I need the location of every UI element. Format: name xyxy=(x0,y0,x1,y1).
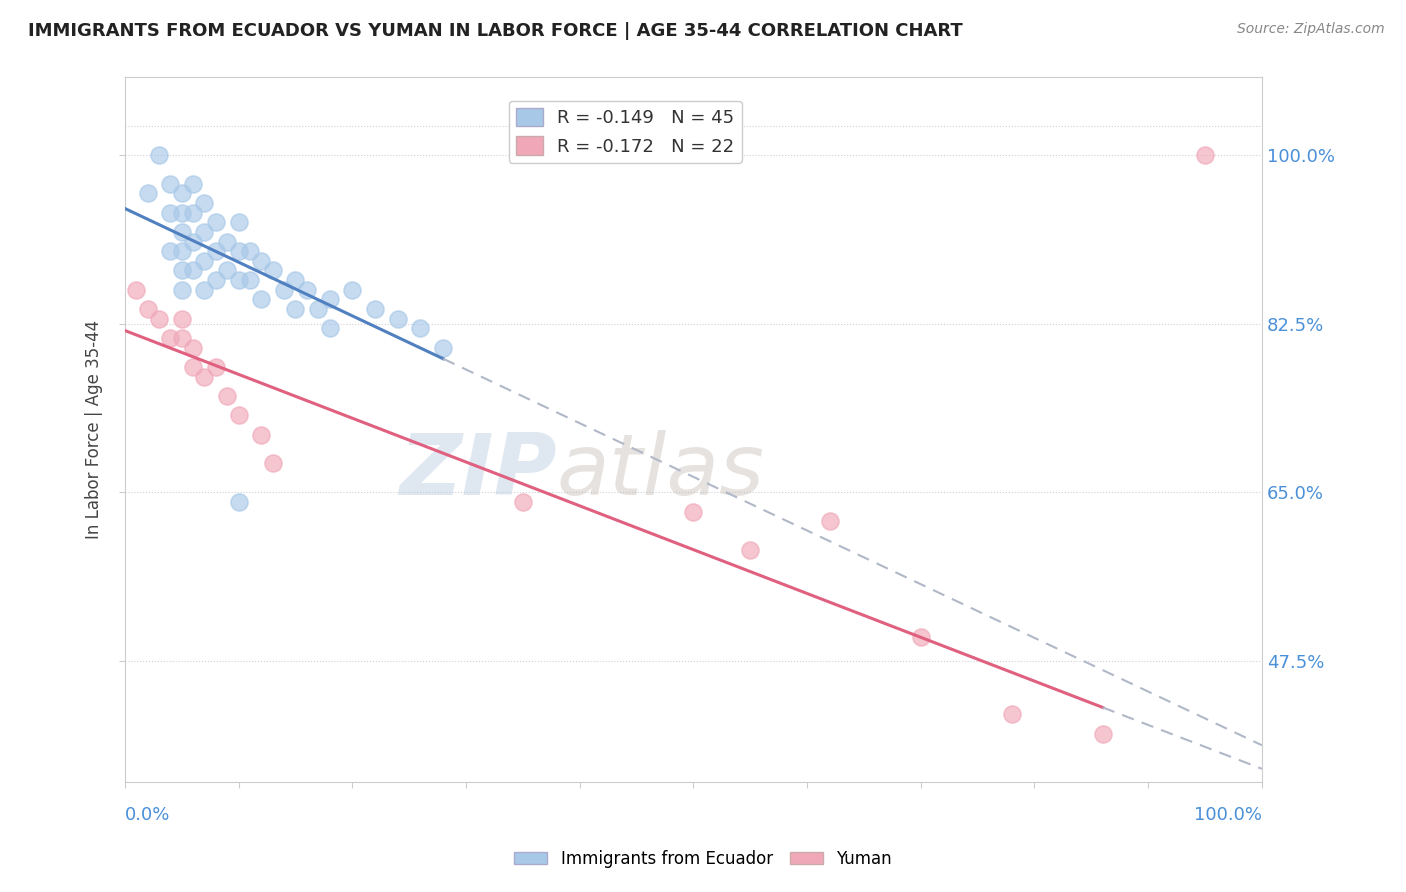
Point xyxy=(204,359,226,374)
Point xyxy=(818,515,841,529)
Point xyxy=(148,311,170,326)
Text: ZIP: ZIP xyxy=(399,431,557,514)
Point xyxy=(170,244,193,259)
Point xyxy=(682,505,704,519)
Point xyxy=(250,427,273,442)
Text: 100.0%: 100.0% xyxy=(1194,806,1263,824)
Point xyxy=(181,359,204,374)
Point xyxy=(228,244,250,259)
Point xyxy=(204,215,226,229)
Point xyxy=(170,263,193,277)
Text: IMMIGRANTS FROM ECUADOR VS YUMAN IN LABOR FORCE | AGE 35-44 CORRELATION CHART: IMMIGRANTS FROM ECUADOR VS YUMAN IN LABO… xyxy=(28,22,963,40)
Point xyxy=(170,186,193,201)
Point xyxy=(159,177,181,191)
Point xyxy=(262,457,284,471)
Text: atlas: atlas xyxy=(557,431,765,514)
Point xyxy=(228,495,250,509)
Point xyxy=(181,177,204,191)
Point xyxy=(228,215,250,229)
Point xyxy=(159,331,181,345)
Point xyxy=(1194,147,1216,161)
Point xyxy=(250,253,273,268)
Legend: R = -0.149   N = 45, R = -0.172   N = 22: R = -0.149 N = 45, R = -0.172 N = 22 xyxy=(509,101,742,162)
Legend: Immigrants from Ecuador, Yuman: Immigrants from Ecuador, Yuman xyxy=(508,844,898,875)
Point xyxy=(910,630,932,644)
Point xyxy=(342,283,364,297)
Point xyxy=(170,283,193,297)
Point xyxy=(193,225,215,239)
Point xyxy=(239,273,262,287)
Point xyxy=(159,205,181,219)
Point xyxy=(512,495,534,509)
Point xyxy=(295,283,318,297)
Point xyxy=(181,205,204,219)
Point xyxy=(432,341,454,355)
Point xyxy=(740,543,762,558)
Point xyxy=(170,311,193,326)
Point xyxy=(364,301,387,316)
Point xyxy=(262,263,284,277)
Point xyxy=(193,369,215,384)
Point xyxy=(170,225,193,239)
Point xyxy=(284,273,307,287)
Point xyxy=(318,321,340,335)
Text: Source: ZipAtlas.com: Source: ZipAtlas.com xyxy=(1237,22,1385,37)
Point xyxy=(217,389,239,403)
Point xyxy=(228,408,250,422)
Point xyxy=(181,341,204,355)
Point xyxy=(193,283,215,297)
Point xyxy=(204,273,226,287)
Y-axis label: In Labor Force | Age 35-44: In Labor Force | Age 35-44 xyxy=(86,320,103,540)
Point xyxy=(170,331,193,345)
Point xyxy=(409,321,432,335)
Point xyxy=(148,147,170,161)
Point xyxy=(239,244,262,259)
Point xyxy=(181,263,204,277)
Point xyxy=(284,301,307,316)
Point xyxy=(125,283,148,297)
Point xyxy=(217,235,239,249)
Point xyxy=(193,195,215,210)
Point xyxy=(1091,727,1114,741)
Point xyxy=(136,301,159,316)
Point xyxy=(193,253,215,268)
Point xyxy=(273,283,295,297)
Point xyxy=(307,301,329,316)
Point xyxy=(250,293,273,307)
Text: 0.0%: 0.0% xyxy=(125,806,170,824)
Point xyxy=(136,186,159,201)
Point xyxy=(1001,707,1024,722)
Point xyxy=(181,235,204,249)
Point xyxy=(318,293,340,307)
Point xyxy=(159,244,181,259)
Point xyxy=(387,311,409,326)
Point xyxy=(228,273,250,287)
Point xyxy=(170,205,193,219)
Point xyxy=(204,244,226,259)
Point xyxy=(217,263,239,277)
